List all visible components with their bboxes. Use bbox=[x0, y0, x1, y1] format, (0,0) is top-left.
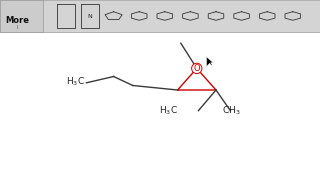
Text: I: I bbox=[17, 25, 19, 30]
Bar bbox=[0, 0, 320, 32]
Text: N: N bbox=[87, 14, 92, 19]
Text: CH$_3$: CH$_3$ bbox=[222, 104, 241, 117]
Polygon shape bbox=[206, 57, 213, 67]
Text: O: O bbox=[194, 64, 200, 73]
Text: H$_3$C: H$_3$C bbox=[159, 104, 178, 117]
Text: More: More bbox=[6, 16, 30, 25]
Bar bbox=[0, 0, 43, 32]
Text: H$_3$C: H$_3$C bbox=[66, 76, 85, 88]
